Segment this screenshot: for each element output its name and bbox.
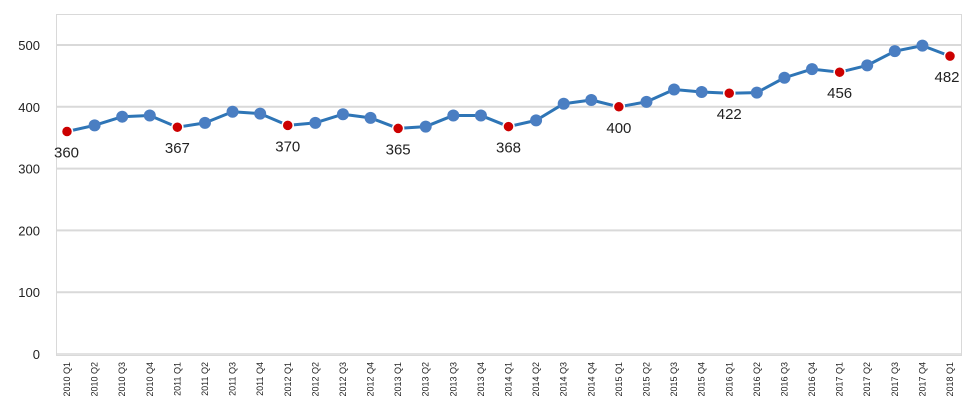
x-tick-label: 2011 Q4: [255, 362, 265, 396]
data-point: [88, 119, 101, 132]
data-label: 400: [606, 120, 631, 137]
x-tick-label: 2015 Q1: [614, 362, 624, 397]
x-tick-label: 2016 Q4: [807, 362, 817, 397]
data-point: [695, 85, 708, 98]
x-tick-label: 2014 Q2: [531, 362, 541, 397]
x-tick-label: 2010 Q4: [145, 362, 155, 397]
data-point: [530, 114, 543, 127]
data-point: [750, 86, 763, 99]
y-tick-label: 100: [18, 285, 40, 300]
data-point: [668, 83, 681, 96]
x-tick-label: 2017 Q1: [835, 362, 845, 397]
data-point: [336, 108, 349, 121]
data-point: [806, 63, 819, 76]
y-tick-label: 0: [33, 347, 40, 362]
data-point: [364, 111, 377, 124]
data-point: [861, 59, 874, 72]
x-tick-label: 2011 Q1: [172, 362, 182, 396]
highlighted-point: [723, 86, 736, 100]
x-tick-label: 2016 Q3: [779, 362, 789, 397]
data-point: [557, 97, 570, 110]
highlighted-point: [943, 49, 957, 63]
x-tick-label: 2011 Q3: [228, 362, 238, 396]
highlighted-point: [391, 122, 405, 135]
data-point: [585, 94, 598, 107]
x-tick-label: 2014 Q4: [586, 362, 596, 397]
x-tick-label: 2017 Q2: [862, 362, 872, 397]
data-point: [226, 105, 239, 118]
x-tick-label: 2012 Q1: [283, 362, 293, 397]
highlighted-point: [171, 120, 184, 134]
data-label: 365: [386, 141, 411, 158]
data-label: 367: [165, 140, 190, 157]
highlighted-point: [281, 119, 294, 132]
x-tick-label: 2010 Q3: [117, 362, 127, 397]
data-point: [447, 109, 460, 122]
data-label: 482: [934, 69, 959, 86]
x-tick-label: 2014 Q1: [504, 362, 514, 397]
x-tick-label: 2013 Q3: [448, 362, 458, 397]
highlighted-point: [612, 100, 626, 114]
data-point: [419, 120, 432, 133]
x-tick-label: 2013 Q1: [393, 362, 403, 397]
highlighted-point: [833, 65, 846, 79]
x-tick-label: 2015 Q2: [641, 362, 651, 397]
x-tick-label: 2013 Q2: [421, 362, 431, 397]
x-tick-label: 2015 Q4: [697, 362, 707, 397]
x-tick-label: 2011 Q2: [200, 362, 210, 396]
y-tick-label: 400: [18, 100, 40, 115]
x-tick-label: 2018 Q1: [945, 362, 955, 397]
data-point: [116, 110, 129, 123]
x-tick-label: 2016 Q1: [724, 362, 734, 397]
x-tick-label: 2010 Q1: [62, 362, 72, 397]
highlighted-point: [502, 120, 515, 133]
x-tick-label: 2017 Q3: [890, 362, 900, 397]
x-tick-label: 2012 Q3: [338, 362, 348, 397]
data-point: [309, 116, 322, 129]
x-tick-label: 2013 Q4: [476, 362, 486, 397]
data-point: [888, 45, 901, 58]
data-label: 368: [496, 140, 521, 157]
data-point: [198, 116, 211, 129]
x-tick-label: 2016 Q2: [752, 362, 762, 397]
x-tick-label: 2010 Q2: [90, 362, 100, 397]
series-line: [66, 44, 951, 133]
data-label: 422: [717, 106, 742, 123]
data-point: [778, 71, 791, 84]
data-point: [474, 109, 487, 122]
x-tick-label: 2012 Q2: [310, 362, 320, 397]
x-tick-label: 2012 Q4: [366, 362, 376, 397]
data-point: [916, 39, 929, 52]
highlighted-point: [60, 125, 74, 138]
data-point: [143, 109, 156, 122]
y-tick-label: 200: [18, 223, 40, 238]
y-tick-label: 500: [18, 38, 40, 53]
data-label: 370: [275, 138, 300, 155]
data-label: 456: [827, 85, 852, 102]
x-tick-label: 2014 Q3: [559, 362, 569, 397]
data-point: [640, 95, 653, 108]
data-label: 360: [54, 145, 79, 162]
plot-frame: [56, 14, 962, 356]
y-tick-label: 300: [18, 162, 40, 177]
data-point: [254, 107, 267, 120]
x-tick-label: 2017 Q4: [917, 362, 927, 397]
x-tick-label: 2015 Q3: [669, 362, 679, 397]
